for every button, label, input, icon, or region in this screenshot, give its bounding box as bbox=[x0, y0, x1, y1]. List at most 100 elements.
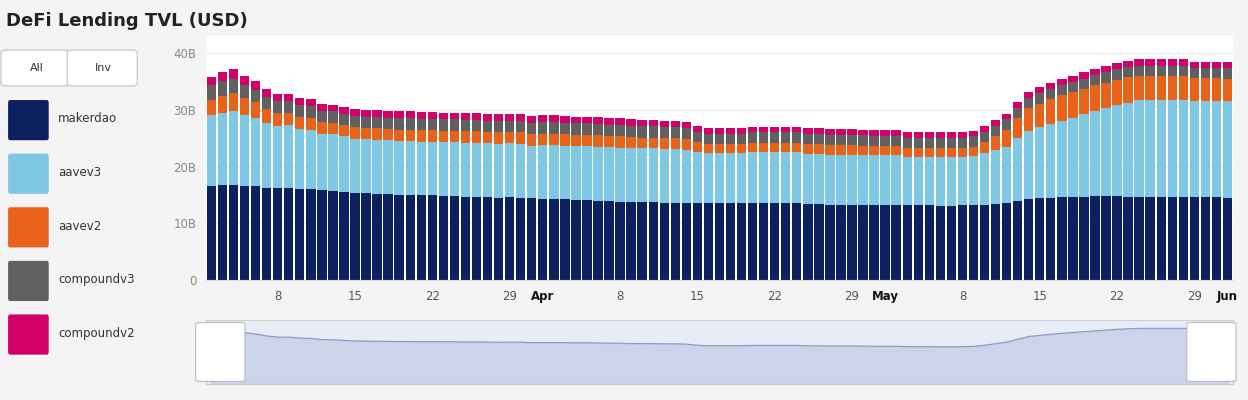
Bar bbox=[726, 144, 735, 154]
FancyBboxPatch shape bbox=[7, 261, 49, 301]
Bar bbox=[836, 154, 846, 204]
Bar bbox=[362, 110, 371, 116]
Bar bbox=[1091, 85, 1099, 111]
Bar bbox=[792, 203, 801, 280]
Bar bbox=[1046, 82, 1056, 89]
Bar bbox=[836, 204, 846, 280]
Bar bbox=[659, 203, 669, 280]
Bar bbox=[1134, 196, 1144, 280]
Bar bbox=[1146, 76, 1154, 100]
Bar bbox=[704, 144, 713, 154]
Bar bbox=[285, 113, 293, 125]
Bar bbox=[560, 116, 569, 123]
Bar bbox=[736, 134, 746, 144]
Bar bbox=[1080, 196, 1088, 280]
Bar bbox=[936, 138, 945, 148]
Bar bbox=[1013, 108, 1022, 118]
Bar bbox=[262, 109, 271, 123]
Bar bbox=[285, 188, 293, 280]
FancyBboxPatch shape bbox=[196, 322, 245, 382]
Bar bbox=[814, 134, 824, 144]
Bar bbox=[925, 138, 934, 148]
Bar bbox=[394, 195, 404, 280]
Bar bbox=[472, 120, 482, 131]
Bar bbox=[383, 194, 393, 280]
Bar bbox=[770, 152, 780, 203]
Bar bbox=[240, 98, 250, 116]
Bar bbox=[428, 142, 437, 196]
Text: makerdao: makerdao bbox=[57, 112, 117, 125]
Bar bbox=[417, 112, 426, 119]
Text: compoundv2: compoundv2 bbox=[57, 327, 135, 340]
Bar bbox=[515, 144, 525, 198]
Bar bbox=[207, 77, 216, 85]
Bar bbox=[980, 126, 990, 132]
Text: DeFi Lending TVL (USD): DeFi Lending TVL (USD) bbox=[6, 12, 248, 30]
Bar bbox=[1112, 63, 1122, 70]
Bar bbox=[273, 188, 282, 280]
Bar bbox=[483, 114, 492, 120]
Bar bbox=[295, 98, 305, 105]
Bar bbox=[825, 154, 835, 204]
Bar bbox=[804, 154, 812, 204]
Bar bbox=[1201, 68, 1211, 78]
Bar bbox=[572, 146, 580, 200]
Bar bbox=[1101, 66, 1111, 72]
Bar bbox=[626, 126, 635, 137]
Bar bbox=[870, 155, 879, 205]
Bar bbox=[1080, 114, 1088, 196]
Bar bbox=[207, 100, 216, 116]
Bar bbox=[1091, 196, 1099, 280]
Bar bbox=[1025, 108, 1033, 131]
Bar bbox=[549, 145, 559, 199]
Bar bbox=[859, 204, 867, 280]
Bar bbox=[604, 118, 614, 124]
Bar bbox=[814, 154, 824, 204]
Bar bbox=[515, 132, 525, 144]
Bar bbox=[428, 130, 437, 142]
Bar bbox=[285, 94, 293, 101]
Bar bbox=[439, 120, 448, 131]
Bar bbox=[781, 143, 790, 152]
Bar bbox=[549, 116, 559, 122]
Bar bbox=[328, 123, 338, 134]
Bar bbox=[1068, 118, 1077, 197]
Bar bbox=[792, 152, 801, 203]
Bar bbox=[538, 122, 548, 134]
Bar bbox=[439, 196, 448, 280]
Bar bbox=[228, 69, 238, 78]
Bar bbox=[870, 205, 879, 280]
Bar bbox=[748, 132, 758, 143]
Bar bbox=[1035, 127, 1045, 198]
Text: aavev3: aavev3 bbox=[57, 166, 101, 179]
Bar bbox=[406, 141, 414, 195]
Bar bbox=[527, 198, 537, 280]
Bar bbox=[461, 143, 470, 196]
Bar bbox=[593, 200, 603, 280]
Bar bbox=[902, 138, 912, 148]
Bar bbox=[914, 148, 924, 157]
Bar bbox=[1101, 108, 1111, 196]
Text: All: All bbox=[30, 63, 44, 73]
Bar bbox=[449, 120, 459, 131]
Bar bbox=[439, 142, 448, 196]
Bar bbox=[328, 105, 338, 112]
Bar bbox=[1123, 103, 1133, 196]
Bar bbox=[1046, 124, 1056, 198]
Bar bbox=[814, 128, 824, 134]
Bar bbox=[980, 132, 990, 142]
Bar bbox=[638, 202, 646, 280]
Bar bbox=[693, 126, 703, 132]
Bar bbox=[593, 124, 603, 135]
Bar bbox=[317, 111, 327, 122]
Bar bbox=[792, 132, 801, 143]
Bar bbox=[1057, 78, 1067, 85]
Bar bbox=[406, 195, 414, 280]
Bar bbox=[859, 135, 867, 146]
Bar bbox=[914, 138, 924, 148]
Bar bbox=[317, 104, 327, 111]
Bar bbox=[947, 138, 956, 148]
Bar bbox=[417, 130, 426, 142]
Bar bbox=[1168, 59, 1177, 66]
Bar bbox=[251, 186, 261, 280]
